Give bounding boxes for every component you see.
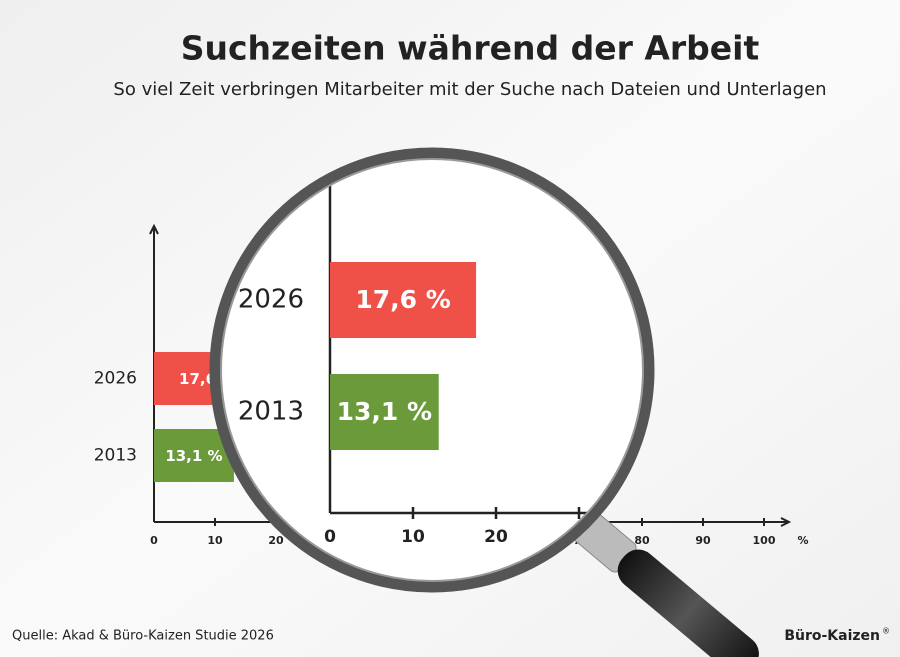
category-label: 2026 xyxy=(238,285,304,315)
x-tick-label: 20 xyxy=(484,527,508,547)
bar xyxy=(330,374,439,450)
x-tick-label: 80 xyxy=(634,534,650,547)
category-label: 2013 xyxy=(238,397,304,427)
value-label: 13,1 % xyxy=(165,447,222,465)
title: Suchzeiten während der Arbeit xyxy=(181,29,760,68)
x-tick-label: 0 xyxy=(324,527,336,547)
y-axis-arrow xyxy=(149,223,159,235)
bar xyxy=(330,262,477,338)
brand-mark: ® xyxy=(882,627,890,636)
magnifier-ring-inner xyxy=(220,158,644,582)
x-tick-label: 10 xyxy=(401,527,425,547)
x-tick-label: 20 xyxy=(268,534,284,547)
value-label: 17,6 % xyxy=(355,285,450,314)
category-label: 2026 xyxy=(94,369,137,389)
x-tick-label: 90 xyxy=(695,534,711,547)
value-label: 13,1 % xyxy=(337,397,432,426)
brand: Büro-Kaizen xyxy=(784,628,880,644)
x-tick-label: 0 xyxy=(150,534,158,547)
subtitle: So viel Zeit verbringen Mitarbeiter mit … xyxy=(113,79,826,100)
source: Quelle: Akad & Büro-Kaizen Studie 2026 xyxy=(12,629,274,644)
category-label: 2013 xyxy=(94,446,137,466)
x-unit-label: % xyxy=(797,534,808,547)
x-axis-arrow xyxy=(780,517,792,527)
magnifier-ring xyxy=(209,147,655,593)
x-tick-label: 100 xyxy=(753,534,776,547)
x-tick-label: 10 xyxy=(207,534,223,547)
